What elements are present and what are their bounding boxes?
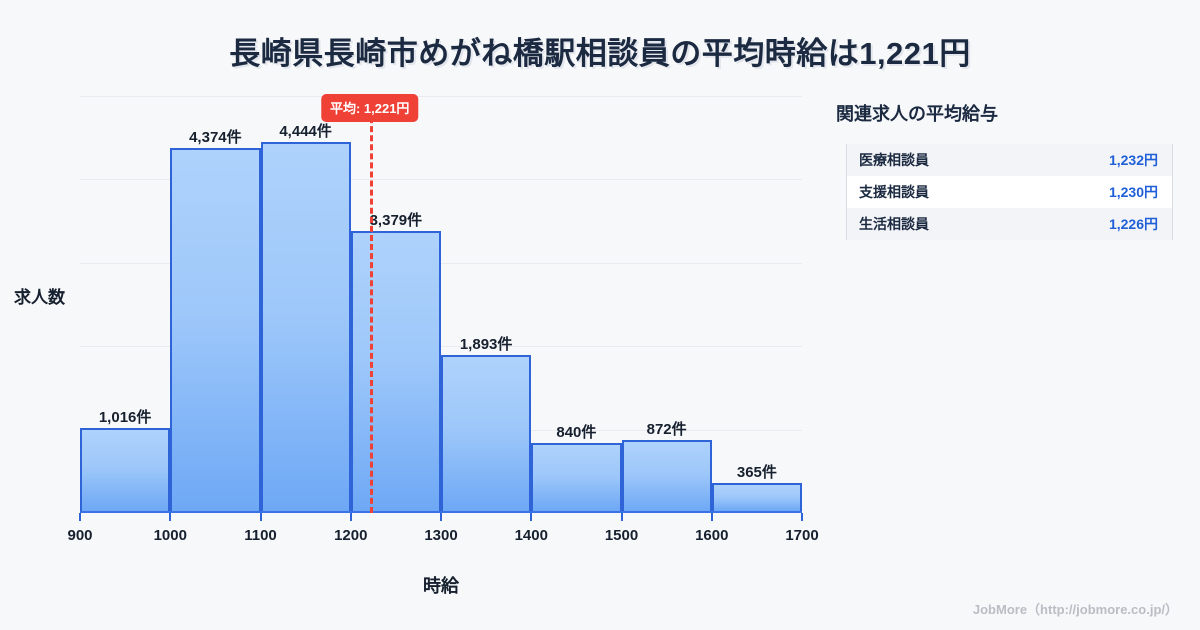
x-tick-label: 1200 [334,527,368,544]
x-axis-title: 時給 [423,576,459,596]
x-tick-label: 1400 [514,527,548,544]
tick-mark [620,513,623,521]
x-tick-label: 1000 [153,527,187,544]
x-axis-line [80,511,802,513]
average-line [369,108,373,513]
bar-value-label: 3,379件 [369,212,423,230]
histogram-bar [170,148,261,513]
x-tick-label: 1500 [604,527,639,544]
y-axis-title: 求人数 [14,288,65,307]
page-title: 長崎県長崎市めがね橋駅相談員の平均時給は1,221円 [229,36,971,71]
average-wage-cell: 1,226円 [1108,216,1158,232]
gridline [80,262,802,264]
tick-mark [259,513,262,521]
gridline [80,346,802,348]
related-jobs-panel: 関連求人の平均給与 医療相談員 1,232円支援相談員 1,230円生活相談員 1,2… [836,100,1176,240]
histogram-bar [260,142,351,513]
tick-mark [710,513,713,521]
job-title-cell: 生活相談員 [859,216,929,232]
tick-mark [79,513,81,521]
tick-mark [530,513,533,521]
average-wage-cell: 1,230円 [1108,184,1158,200]
bar-value-label: 4,374件 [189,129,242,147]
histogram-bar [621,440,712,513]
bar-value-label: 872件 [646,421,687,439]
average-badge: 平均: 1,221円 [320,94,419,122]
bar-value-label: 4,444件 [279,123,332,141]
x-tick-label: 900 [67,527,93,544]
table-row: 生活相談員 1,226円 [847,208,1172,240]
job-title-cell: 医療相談員 [859,152,929,168]
related-jobs-title: 関連求人の平均給与 [836,104,998,124]
related-jobs-table: 医療相談員 1,232円支援相談員 1,230円生活相談員 1,226円 [846,144,1173,240]
bar-value-label: 1,016件 [98,409,152,427]
histogram-chart: 求人数 1,016件 4,374件 4,444件 3,379件 1,893件 840件 87… [0,90,820,610]
tick-mark [169,513,172,521]
table-row: 医療相談員 1,232円 [847,144,1172,176]
x-tick-label: 1300 [424,527,458,544]
histogram-bar [531,442,622,513]
job-title-cell: 支援相談員 [859,184,929,200]
plot-area: 1,016件 4,374件 4,444件 3,379件 1,893件 840件 872件 36… [67,96,819,544]
bar-value-label: 840件 [556,423,597,441]
x-tick-label: 1700 [785,527,819,544]
tick-mark [349,513,352,521]
footer-credit: JobMore（http://jobmore.co.jp/） [972,602,1178,617]
histogram-bar [711,482,802,513]
average-wage-cell: 1,232円 [1108,152,1158,168]
tick-mark [440,513,442,521]
histogram-bar [80,428,171,513]
histogram-bar [350,231,441,513]
gridline [80,96,802,97]
x-tick-label: 1600 [695,527,729,544]
bar-value-label: 365件 [736,463,777,481]
gridline [80,179,802,181]
tick-mark [801,513,803,521]
table-row: 支援相談員 1,230円 [847,176,1172,208]
bar-value-label: 1,893件 [459,336,513,354]
histogram-bar [441,355,532,513]
x-tick-label: 1100 [244,527,277,544]
